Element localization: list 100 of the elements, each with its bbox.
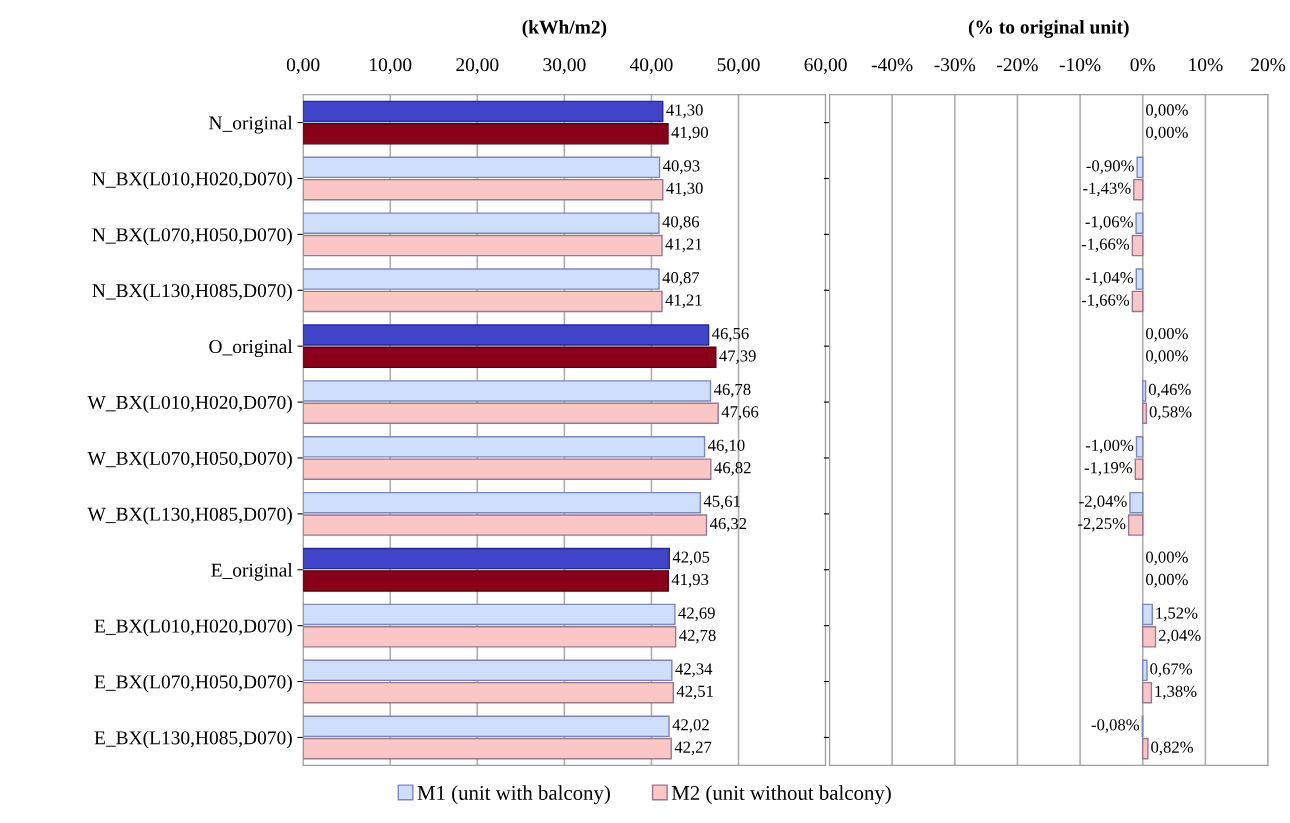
bar [303,659,673,682]
data-label: 40,86 [662,216,700,230]
y-tick-label: E_original [211,563,293,581]
y-tick-label: W_BX(L010,H020,D070) [87,395,292,413]
x-tick-label: 0% [1130,58,1156,72]
bar [303,547,670,570]
data-label: 46,32 [709,518,747,532]
bar [303,715,670,738]
bar [303,212,660,234]
bar [303,178,664,201]
data-label: 40,93 [663,160,700,174]
data-label: 40,87 [662,272,700,286]
x-tick-label: 50,00 [717,58,760,75]
data-label: -1,04% [1085,272,1134,286]
data-label: -1,19% [1084,462,1133,476]
bar [303,681,675,704]
bar [303,268,660,290]
y-tick-label: E_BX(L130,H085,D070) [94,730,292,749]
data-label: -1,00% [1085,439,1134,454]
x-tick-label: 30,00 [543,58,586,75]
bar [303,123,669,145]
data-label: 0,82% [1151,741,1194,756]
data-label: 0,00% [1146,350,1188,364]
data-label: 0,00% [1146,573,1188,588]
bar [303,491,701,514]
x-tick-label: -30% [934,58,976,72]
legend-label: M2 (unit without balcony) [671,785,891,805]
data-label: -1,66% [1081,294,1130,309]
data-label: -0,90% [1086,160,1134,174]
data-label: 46,10 [708,439,745,454]
data-label: 41,21 [665,294,702,309]
data-label: 41,21 [665,238,702,253]
data-label: 0,00% [1146,104,1188,118]
y-tick-label: N_BX(L130,H085,D070) [92,283,292,302]
bar [303,626,677,648]
data-label: 41,30 [666,104,703,118]
bar [303,737,672,760]
chart-title: (kWh/m2) [522,20,607,38]
x-tick-label: 10% [1189,58,1223,72]
data-label: 2,04% [1158,629,1201,644]
x-tick-label: 60,00 [804,58,847,75]
bar [303,570,669,592]
data-label: 46,82 [714,462,751,476]
y-tick-label: W_BX(L130,H085,D070) [87,507,292,525]
data-label: -2,04% [1079,495,1127,510]
data-label: 42,05 [672,551,710,566]
bar [303,324,710,346]
data-label: 0,58% [1149,406,1192,420]
data-label: 41,93 [671,573,709,588]
y-tick-label: E_BX(L070,H050,D070) [94,674,292,693]
data-label: -1,66% [1081,238,1130,253]
data-label: 0,67% [1150,663,1193,677]
data-label: 42,27 [674,741,712,756]
data-label: 42,69 [678,607,715,622]
data-label: 45,61 [703,495,740,510]
y-tick-label: O_original [209,339,293,358]
data-label: -1,06% [1085,216,1133,230]
x-tick-label: 20% [1251,58,1286,72]
y-tick-label: N_BX(L010,H020,D070) [92,171,292,190]
chart-title: (% to original unit) [968,20,1129,38]
bar [303,458,712,480]
bar [303,436,706,458]
data-label: 47,39 [719,350,756,364]
bar [303,100,664,123]
data-label: 42,51 [676,685,713,700]
bar [303,380,712,402]
x-tick-label: 10,00 [370,58,412,75]
data-label: -1,43% [1083,182,1131,197]
bar [303,234,663,257]
data-label: 41,90 [671,126,708,141]
y-tick-label: N_original [209,115,293,134]
x-tick-label: -40% [871,58,913,72]
x-tick-label: -20% [997,58,1038,72]
y-tick-label: N_BX(L070,H050,D070) [92,227,292,246]
data-label: 42,02 [672,719,709,733]
data-label: -2,25% [1078,517,1126,532]
data-label: 42,34 [675,663,713,677]
x-tick-label: 0,00 [286,58,320,75]
data-label: 46,78 [713,383,751,398]
y-tick-label: W_BX(L070,H050,D070) [87,451,292,469]
data-label: 47,66 [721,406,759,420]
bar [303,603,676,626]
data-label: 0,00% [1146,551,1188,566]
data-label: 0,00% [1146,327,1188,342]
data-label: 0,00% [1146,126,1188,141]
bar [303,346,717,369]
bar [303,290,663,313]
x-tick-label: 20,00 [456,58,499,75]
legend-label: M1 (unit with balcony) [417,785,610,805]
data-label: 1,38% [1155,685,1197,700]
data-label: -0,08% [1091,719,1140,733]
bar [303,156,661,179]
data-label: 0,46% [1148,383,1191,398]
data-label: 41,30 [666,182,703,197]
data-label: 46,56 [712,327,749,342]
data-label: 42,78 [679,629,716,644]
data-label: 1,52% [1156,607,1198,622]
y-tick-label: E_BX(L010,H020,D070) [94,618,292,637]
x-tick-label: 40,00 [629,58,673,75]
bar [303,402,719,425]
